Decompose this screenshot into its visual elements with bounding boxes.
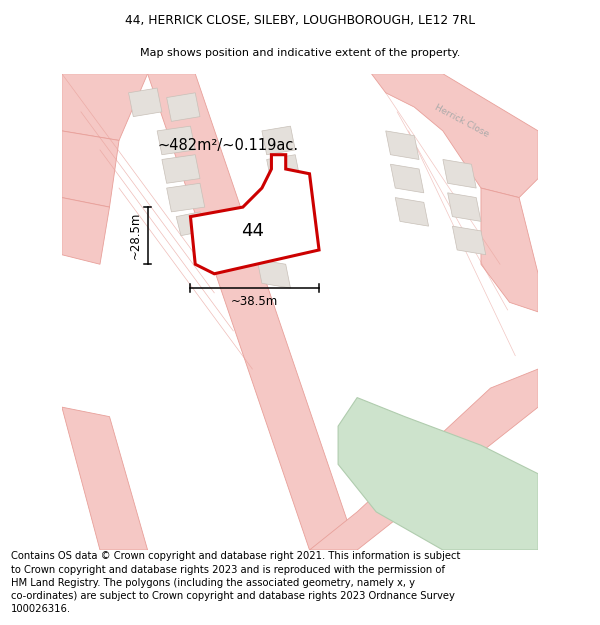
Text: Map shows position and indicative extent of the property.: Map shows position and indicative extent… [140, 48, 460, 58]
Polygon shape [310, 369, 538, 550]
Polygon shape [371, 74, 538, 198]
Polygon shape [190, 155, 319, 274]
Polygon shape [176, 212, 205, 236]
Polygon shape [253, 226, 286, 255]
Text: Contains OS data © Crown copyright and database right 2021. This information is : Contains OS data © Crown copyright and d… [11, 551, 460, 614]
Polygon shape [262, 126, 295, 155]
Polygon shape [386, 131, 419, 159]
Polygon shape [128, 88, 162, 117]
Polygon shape [391, 164, 424, 192]
Polygon shape [157, 126, 195, 155]
Polygon shape [338, 398, 538, 550]
Text: ~28.5m: ~28.5m [129, 212, 142, 259]
Polygon shape [167, 183, 205, 212]
Polygon shape [62, 198, 109, 264]
Polygon shape [62, 74, 148, 141]
Polygon shape [266, 155, 300, 183]
Polygon shape [62, 131, 119, 207]
Text: Herrick Close: Herrick Close [433, 103, 491, 139]
Polygon shape [62, 407, 148, 550]
Polygon shape [148, 74, 357, 550]
Polygon shape [162, 155, 200, 183]
Polygon shape [448, 192, 481, 221]
Polygon shape [443, 159, 476, 188]
Polygon shape [395, 198, 428, 226]
Polygon shape [167, 92, 200, 121]
Text: ~482m²/~0.119ac.: ~482m²/~0.119ac. [157, 138, 298, 153]
Text: 44, HERRICK CLOSE, SILEBY, LOUGHBOROUGH, LE12 7RL: 44, HERRICK CLOSE, SILEBY, LOUGHBOROUGH,… [125, 14, 475, 27]
Text: ~38.5m: ~38.5m [231, 295, 278, 308]
Polygon shape [481, 188, 538, 312]
Polygon shape [257, 259, 290, 288]
Text: 44: 44 [241, 222, 264, 240]
Polygon shape [452, 226, 486, 255]
